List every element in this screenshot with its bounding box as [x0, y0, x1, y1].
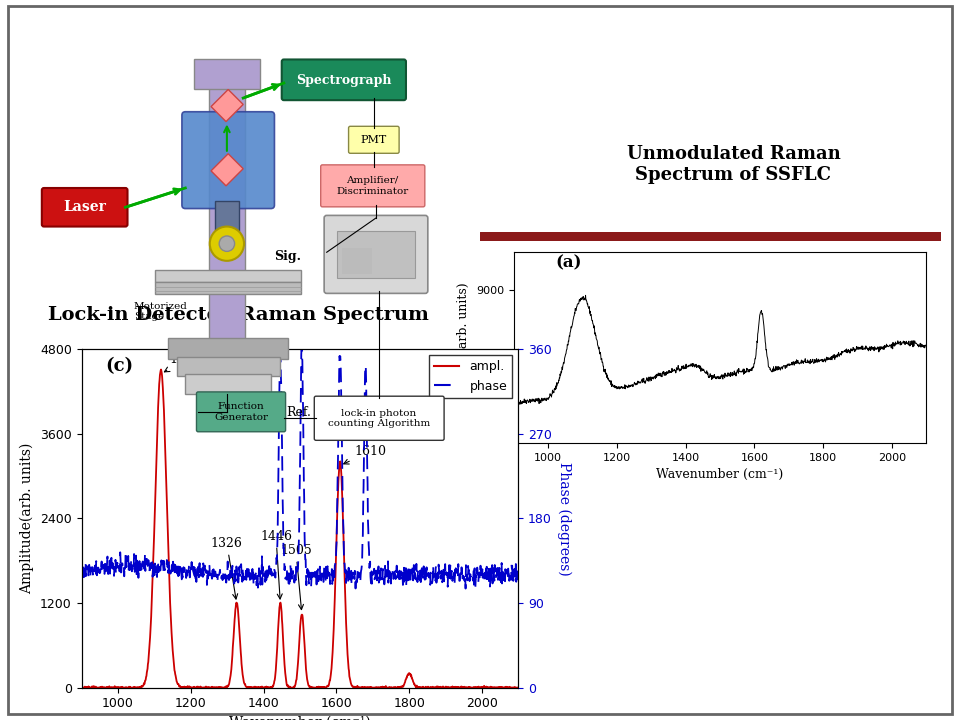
Text: Lock-in Detected Raman Spectrum: Lock-in Detected Raman Spectrum — [48, 307, 429, 324]
Text: (a): (a) — [555, 254, 582, 271]
X-axis label: Wavenumber (cm⁻¹): Wavenumber (cm⁻¹) — [657, 468, 783, 481]
Text: Ref.: Ref. — [286, 405, 311, 418]
Text: 1326: 1326 — [211, 536, 243, 599]
Polygon shape — [211, 89, 243, 122]
Text: PMT: PMT — [361, 135, 387, 145]
Text: lock-in photon
counting Algorithm: lock-in photon counting Algorithm — [328, 409, 430, 428]
Text: (c): (c) — [106, 357, 133, 375]
Text: Motorized
Stage: Motorized Stage — [134, 302, 188, 321]
Text: Unmodulated Raman
Spectrum of SSFLC: Unmodulated Raman Spectrum of SSFLC — [627, 145, 840, 184]
FancyBboxPatch shape — [314, 396, 444, 441]
Polygon shape — [211, 154, 243, 186]
Legend: ampl., phase: ampl., phase — [429, 356, 512, 397]
Bar — [337, 231, 415, 278]
FancyBboxPatch shape — [324, 215, 428, 293]
FancyBboxPatch shape — [348, 126, 399, 153]
FancyBboxPatch shape — [42, 188, 128, 227]
Bar — [185, 374, 271, 394]
FancyBboxPatch shape — [281, 60, 406, 100]
Y-axis label: Amplitude(arb. units): Amplitude(arb. units) — [20, 443, 35, 594]
Bar — [194, 60, 260, 89]
Y-axis label: Phase (degrees): Phase (degrees) — [557, 462, 571, 575]
Text: 1610: 1610 — [344, 445, 387, 464]
Text: Spectrograph: Spectrograph — [296, 73, 392, 86]
FancyBboxPatch shape — [321, 165, 425, 207]
Circle shape — [209, 227, 244, 261]
Bar — [209, 68, 246, 359]
Bar — [215, 201, 239, 231]
Bar — [156, 282, 301, 294]
Text: 1446: 1446 — [260, 529, 292, 599]
Bar — [156, 270, 301, 282]
Y-axis label: Intensity (arb. units): Intensity (arb. units) — [457, 282, 470, 413]
FancyBboxPatch shape — [181, 112, 275, 209]
Text: Sig.: Sig. — [274, 250, 301, 263]
Bar — [168, 338, 288, 359]
Text: Laser: Laser — [63, 200, 107, 215]
FancyBboxPatch shape — [197, 392, 285, 432]
Bar — [342, 248, 372, 274]
Bar — [177, 357, 279, 377]
Text: 1505: 1505 — [280, 544, 312, 610]
Text: 1118: 1118 — [164, 354, 201, 372]
Circle shape — [219, 236, 234, 251]
Text: Amplifier/
Discriminator: Amplifier/ Discriminator — [336, 176, 409, 196]
X-axis label: Wavenumber (cm⁻¹): Wavenumber (cm⁻¹) — [229, 716, 371, 720]
Text: Function
Generator: Function Generator — [214, 402, 268, 422]
